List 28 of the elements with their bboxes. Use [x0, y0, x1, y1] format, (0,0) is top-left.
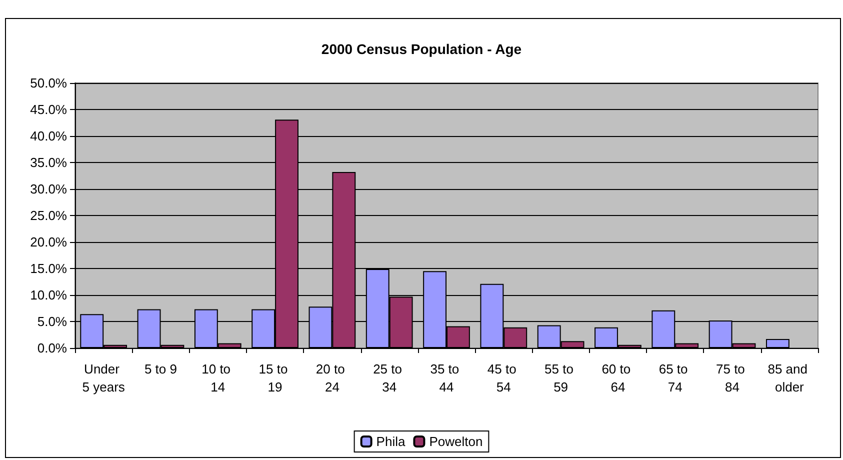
chart-title: 2000 Census Population - Age — [321, 41, 522, 57]
y-tick-label: 10.0% — [30, 288, 68, 302]
y-tick-label: 40.0% — [30, 128, 68, 144]
y-tick-label: 25.0% — [30, 208, 68, 223]
x-tick-label: 10 to 14 — [202, 362, 234, 394]
x-tick-label: 85 and older — [768, 362, 812, 394]
y-tick-label: 20.0% — [30, 234, 68, 250]
x-tick-label: 5 to 9 — [144, 362, 177, 376]
y-tick-label: 45.0% — [30, 102, 68, 117]
x-tick-label: 55 to 59 — [544, 362, 578, 394]
y-tick-label: 15.0% — [30, 261, 68, 276]
x-tick-label: 15 to 19 — [258, 362, 292, 394]
x-tick-label: 20 to 24 — [316, 362, 348, 394]
x-tick-label: Under 5 years — [82, 362, 126, 394]
y-tick-label: 5.0% — [37, 314, 68, 329]
x-tick-label: 60 to 64 — [602, 362, 634, 394]
legend-label: Phila — [376, 434, 406, 449]
x-tick-label: 35 to 44 — [430, 362, 463, 394]
y-tick-label: 30.0% — [30, 182, 68, 196]
y-tick-label: 35.0% — [30, 155, 68, 170]
x-tick-label: 45 to 54 — [487, 362, 520, 394]
legend-label: Powelton — [429, 434, 483, 449]
x-tick-label: 25 to 34 — [373, 362, 406, 394]
bar — [766, 338, 790, 348]
x-tick-label: 75 to 84 — [716, 362, 749, 394]
y-tick-label: 0.0% — [37, 340, 68, 356]
y-tick-label: 50.0% — [30, 76, 68, 90]
x-tick-label: 65 to 74 — [658, 362, 692, 394]
